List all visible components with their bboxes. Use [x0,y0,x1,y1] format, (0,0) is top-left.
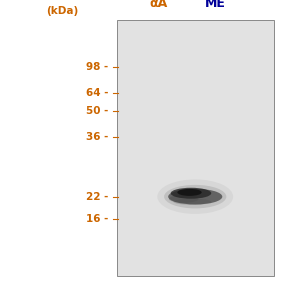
Ellipse shape [164,185,226,208]
Ellipse shape [157,180,233,214]
Text: ME: ME [205,0,226,10]
Ellipse shape [169,195,199,203]
Ellipse shape [173,199,211,205]
Text: 50 -: 50 - [86,106,108,116]
Text: αA: αA [149,0,167,10]
Text: 16 -: 16 - [86,214,108,224]
Text: 98 -: 98 - [86,62,108,72]
Ellipse shape [171,188,211,199]
Text: 22 -: 22 - [86,192,108,202]
Bar [117,20,274,276]
Text: (kDa): (kDa) [46,6,79,16]
Ellipse shape [177,189,202,196]
Text: 36 -: 36 - [86,132,108,142]
Ellipse shape [168,189,222,205]
Text: 64 -: 64 - [86,88,108,98]
